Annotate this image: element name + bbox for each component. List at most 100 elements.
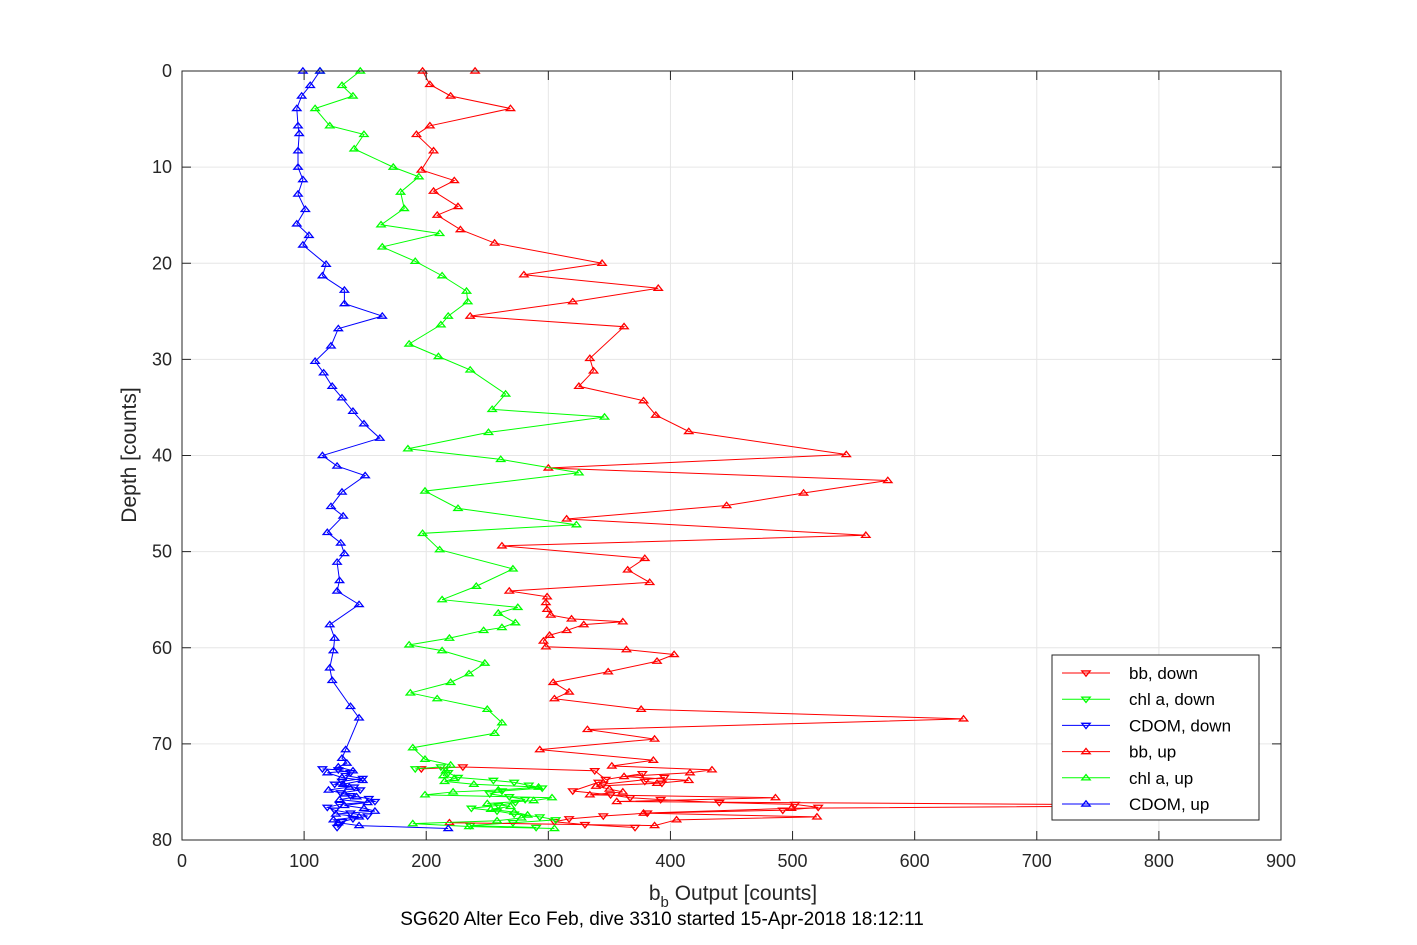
data-point: [321, 768, 333, 776]
data-point: [409, 257, 421, 265]
legend-label: CDOM, up: [1129, 795, 1209, 814]
data-point: [489, 729, 501, 737]
y-tick-label: 70: [152, 734, 172, 754]
data-point: [481, 705, 493, 712]
data-point: [598, 412, 611, 420]
data-point: [596, 258, 608, 266]
data-point: [570, 520, 582, 528]
y-axis-label: Depth [counts]: [118, 387, 141, 522]
x-tick-label: 200: [411, 851, 441, 871]
tick-labels: 0 100 200 300 400 500 600 700 800 900 0 10 20 30 40 50 6…: [152, 61, 1296, 871]
data-point: [518, 270, 530, 278]
x-tick-label: 500: [778, 851, 808, 871]
data-point: [321, 804, 333, 812]
data-point: [448, 774, 460, 782]
data-point: [358, 130, 370, 138]
data-point: [403, 339, 415, 347]
data-point: [581, 725, 593, 733]
data-point: [452, 202, 464, 210]
data-point: [299, 205, 311, 213]
data-point: [639, 778, 651, 786]
data-point: [327, 815, 339, 823]
legend-marker: [1080, 722, 1092, 730]
legend-label: chl a, up: [1129, 769, 1193, 788]
data-point: [882, 476, 894, 484]
data-point: [713, 799, 725, 807]
x-tick-label: 0: [177, 851, 187, 871]
data-point: [424, 121, 436, 129]
data-point: [706, 765, 718, 773]
data-point: [860, 531, 872, 539]
data-point: [503, 794, 515, 802]
data-point: [485, 804, 497, 812]
data-point: [567, 297, 579, 305]
data-point: [639, 554, 651, 562]
data-point: [338, 549, 350, 557]
data-point: [322, 785, 335, 793]
data-point: [333, 576, 346, 584]
data-point: [358, 419, 370, 427]
data-point: [507, 564, 519, 572]
data-point: [297, 240, 309, 248]
data-point: [463, 822, 475, 830]
data-point: [395, 187, 407, 195]
data-point: [326, 382, 338, 390]
data-point: [417, 66, 429, 74]
data-point: [376, 242, 388, 250]
data-point: [496, 718, 508, 726]
series-line: [421, 766, 819, 829]
data-point: [638, 396, 650, 404]
data-point: [589, 768, 601, 776]
data-point: [463, 669, 475, 677]
data-point: [398, 204, 410, 212]
data-point: [464, 365, 476, 373]
data-point: [359, 471, 371, 479]
data-point: [496, 541, 508, 549]
data-point: [504, 104, 517, 112]
data-point: [432, 352, 444, 360]
data-point: [683, 776, 695, 784]
data-point: [548, 824, 560, 832]
x-tick-label: 100: [289, 851, 319, 871]
data-point: [617, 787, 629, 795]
data-point: [492, 608, 504, 616]
data-point: [336, 393, 348, 401]
data-point: [292, 146, 304, 154]
data-point: [434, 229, 446, 237]
legend-label: bb, down: [1129, 664, 1198, 683]
x-tick-label: 300: [533, 851, 563, 871]
data-point: [413, 172, 425, 180]
data-point: [431, 694, 443, 702]
legend-item: CDOM, up: [1062, 795, 1209, 814]
data-point: [438, 777, 451, 785]
data-point: [547, 678, 559, 686]
data-point: [651, 779, 663, 787]
data-point: [340, 745, 352, 753]
data-point: [336, 754, 348, 762]
data-point: [318, 368, 330, 376]
data-point: [329, 781, 341, 789]
data-point: [347, 91, 359, 99]
data-point: [442, 311, 454, 319]
data-point: [603, 784, 615, 792]
data-point: [504, 802, 517, 810]
data-point: [348, 144, 360, 152]
data-point: [482, 428, 495, 436]
data-point: [316, 271, 328, 279]
data-point: [509, 618, 521, 626]
legend-item: chl a, up: [1062, 769, 1193, 788]
chart-title: SG620 Alter Eco Feb, dive 3310 started 1…: [400, 909, 924, 930]
series-line: [296, 70, 449, 829]
data-point: [374, 433, 386, 441]
data-point: [508, 807, 520, 815]
data-point: [292, 162, 304, 170]
data-point: [291, 219, 303, 227]
data-point: [419, 486, 431, 494]
data-point: [358, 804, 370, 812]
y-tick-label: 10: [152, 157, 172, 177]
data-point: [329, 633, 341, 641]
data-point: [573, 468, 585, 476]
data-point: [321, 528, 333, 536]
legend-marker: [1080, 696, 1092, 704]
data-point: [597, 813, 609, 821]
